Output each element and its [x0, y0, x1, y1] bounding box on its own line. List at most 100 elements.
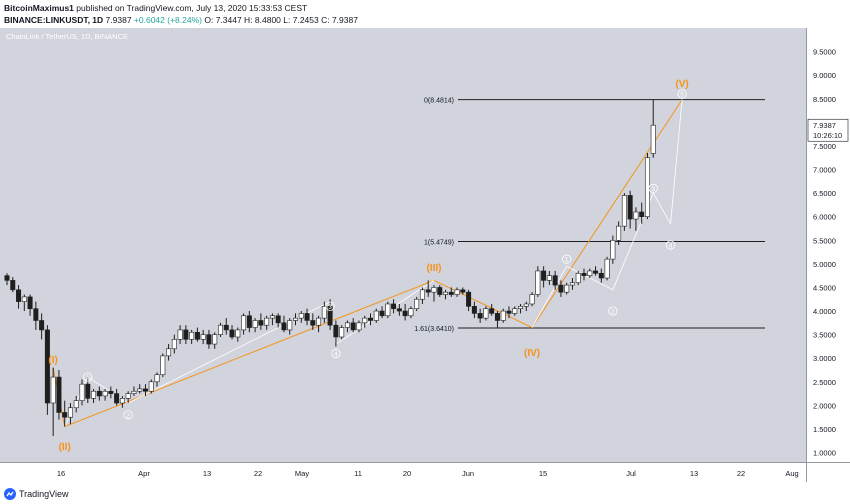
- price-tick-label: 3.0000: [813, 354, 836, 363]
- candle-body: [604, 258, 610, 279]
- candle-body: [419, 289, 425, 300]
- candle-body: [535, 270, 541, 295]
- wave-label-white: 3: [651, 186, 655, 193]
- candle-body: [593, 270, 599, 274]
- last-price-marker: [807, 118, 849, 142]
- candle-body: [541, 270, 547, 281]
- candle-body: [183, 329, 189, 340]
- candle-body: [16, 289, 22, 302]
- time-tick-label: Jun: [462, 469, 474, 478]
- price-tick-label: 2.5000: [813, 378, 836, 387]
- candle-body: [356, 322, 362, 331]
- candle-body: [552, 275, 558, 286]
- wave-label-white: 2: [126, 412, 130, 419]
- candle-body: [67, 407, 73, 418]
- candle-body: [529, 294, 535, 305]
- price-tick-label: 6.5000: [813, 189, 836, 198]
- price-tick-label: 1.5000: [813, 425, 836, 434]
- author-name[interactable]: BitcoinMaximus1: [4, 3, 74, 13]
- publish-info: BitcoinMaximus1 published on TradingView…: [4, 3, 307, 13]
- wave-label-circle: [608, 306, 618, 316]
- price-tick-label: 5.0000: [813, 260, 836, 269]
- candle-body: [443, 291, 449, 295]
- chart-legend: ChainLink / TetherUS, 1D, BINANCE: [6, 32, 128, 41]
- time-axis[interactable]: 16 Apr 13 22 May 11 20 Jun 15 Jul 13 22 Aug: [0, 462, 806, 483]
- candle-body: [627, 195, 633, 220]
- candle-body: [79, 383, 85, 401]
- footer: TradingView: [0, 482, 850, 504]
- candlestick-chart: 0(8.4814) 1(5.4749) 1.61(3.6410) (I) (II) (II…: [4, 79, 765, 453]
- candle-body: [379, 310, 385, 317]
- time-tick-label: 22: [254, 469, 262, 478]
- tradingview-logo[interactable]: TradingView: [4, 488, 69, 500]
- candle-body: [4, 275, 10, 281]
- candle-body: [73, 400, 79, 409]
- fib-level-label: 1(5.4749): [424, 239, 454, 246]
- last-price-label: 7.9387: [813, 121, 836, 130]
- price-change: +0.6042 (+8.24%): [133, 15, 202, 25]
- wave-label-orange: (II): [59, 442, 71, 453]
- candle-body: [425, 289, 431, 293]
- candle-body: [119, 398, 125, 404]
- candle-body: [200, 334, 206, 340]
- price-tick-label: 3.5000: [813, 331, 836, 340]
- candle-body: [633, 211, 639, 220]
- candle-body: [142, 388, 148, 392]
- symbol-info: BINANCE:LINKUSDT, 1D 7.9387 +0.6042 (+8.…: [4, 15, 358, 25]
- time-tick-label: Apr: [138, 469, 150, 478]
- candle-body: [316, 317, 322, 326]
- candle-body: [385, 303, 391, 317]
- candle-body: [621, 195, 627, 227]
- wave-label-circle: [648, 183, 658, 193]
- candle-body: [500, 310, 506, 321]
- candle-body: [598, 273, 604, 279]
- candle-body: [408, 308, 414, 317]
- candle-body: [362, 317, 368, 324]
- candle-body: [304, 313, 310, 321]
- time-tick-label: 16: [57, 469, 65, 478]
- candle-body: [581, 273, 587, 276]
- candle-body: [310, 320, 316, 326]
- candle-body: [333, 324, 339, 338]
- candle-body: [575, 273, 581, 284]
- candle-body: [564, 284, 570, 293]
- time-tick-label: May: [295, 469, 309, 478]
- candle-body: [350, 322, 356, 331]
- candle-body: [212, 334, 218, 345]
- candle-body: [437, 287, 443, 295]
- candle-body: [321, 306, 327, 319]
- candle-body: [466, 291, 472, 307]
- candle-body: [148, 381, 154, 392]
- chart-plot-area[interactable]: 0(8.4814) 1(5.4749) 1.61(3.6410) (I) (II) (II…: [0, 28, 806, 462]
- candle-body: [229, 329, 235, 338]
- candle-body: [523, 303, 529, 307]
- fib-level-label: 1.61(3.6410): [414, 326, 454, 333]
- chart-header: BitcoinMaximus1 published on TradingView…: [0, 0, 850, 28]
- candle-body: [281, 322, 287, 331]
- ohlc-values: O: 7.3447 H: 8.4800 L: 7.2453 C: 7.9387: [204, 15, 358, 25]
- candle-body: [131, 390, 137, 394]
- price-tick-label: 4.0000: [813, 307, 836, 316]
- candle-body: [269, 315, 275, 319]
- wave-label-orange: (V): [675, 79, 688, 90]
- candle-body: [650, 124, 656, 154]
- candle-body: [171, 339, 177, 350]
- candle-body: [166, 348, 172, 357]
- candle-body: [396, 308, 402, 312]
- candle-body: [96, 390, 102, 397]
- price-tick-label: 5.5000: [813, 236, 836, 245]
- candle-body: [512, 308, 518, 314]
- time-tick-label: 11: [354, 469, 362, 478]
- time-tick-label: 13: [690, 469, 698, 478]
- candle-body: [125, 393, 131, 399]
- candle-body: [154, 374, 160, 383]
- wave-label-orange: (III): [426, 263, 441, 274]
- candle-body: [177, 329, 183, 340]
- time-axis-labels: 16 Apr 13 22 May 11 20 Jun 15 Jul 13 22 Aug: [57, 469, 799, 478]
- price-tick-label: 7.5000: [813, 142, 836, 151]
- candle-body: [344, 322, 350, 328]
- elliott-wave-sub-line: [531, 99, 683, 328]
- candle-body: [206, 334, 212, 345]
- price-axis[interactable]: 9.50009.00008.50008.00007.50007.00006.50…: [806, 28, 850, 462]
- wave-label-circle: [83, 372, 93, 382]
